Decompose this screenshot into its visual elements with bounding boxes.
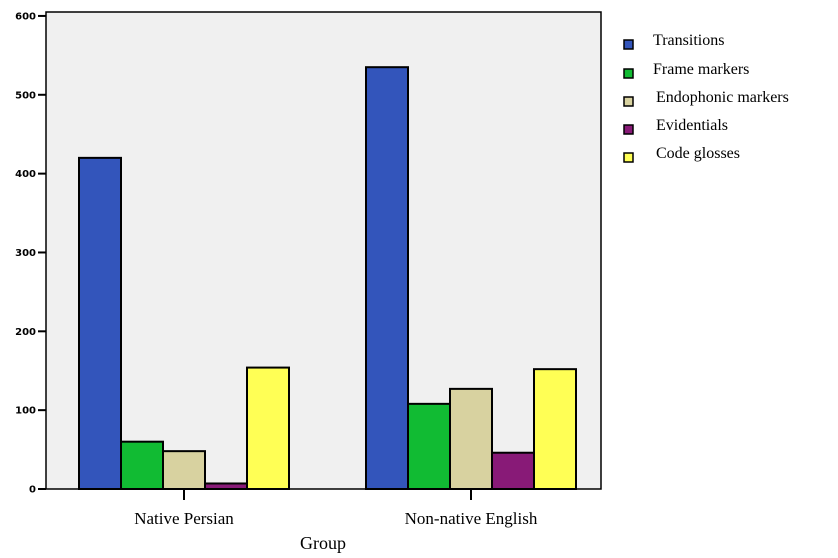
y-tick-label: 500: [15, 90, 36, 101]
legend-label: Code glosses: [656, 145, 740, 162]
bar: [204, 482, 248, 490]
x-tick-label: Native Persian: [134, 509, 234, 528]
legend-swatch: [623, 39, 634, 50]
bar: [491, 451, 535, 491]
y-tick-label: 0: [29, 485, 36, 496]
plot-area: [45, 11, 602, 490]
x-axis: Native Persian Non-native English: [134, 489, 538, 528]
legend: Transitions Frame markers Endophonic marke…: [623, 32, 789, 163]
legend-label: Transitions: [653, 32, 724, 49]
bar: [246, 366, 290, 490]
legend-swatch: [623, 124, 634, 135]
legend-label: Endophonic markers: [656, 89, 789, 106]
legend-label: Frame markers: [653, 61, 749, 78]
y-tick-label: 400: [15, 169, 36, 180]
bar: [449, 387, 493, 490]
y-tick-label: 600: [15, 11, 36, 22]
y-tick-label: 300: [15, 248, 36, 259]
legend-swatch: [623, 96, 634, 107]
bar: [78, 156, 122, 490]
bar: [533, 368, 577, 491]
legend-swatch: [623, 68, 634, 79]
bar: [162, 450, 206, 490]
x-axis-title: Group: [300, 533, 346, 553]
y-tick-label: 200: [15, 327, 36, 338]
legend-label: Evidentials: [656, 117, 728, 134]
bar: [120, 440, 164, 490]
y-tick-label: 100: [15, 406, 36, 417]
bar: [407, 402, 451, 490]
x-tick-label: Non-native English: [405, 509, 538, 528]
legend-swatch: [623, 152, 634, 163]
y-axis: 0 100 200 300 400 500 600: [15, 11, 46, 496]
bars-layer: [78, 66, 577, 491]
bar: [365, 66, 409, 490]
